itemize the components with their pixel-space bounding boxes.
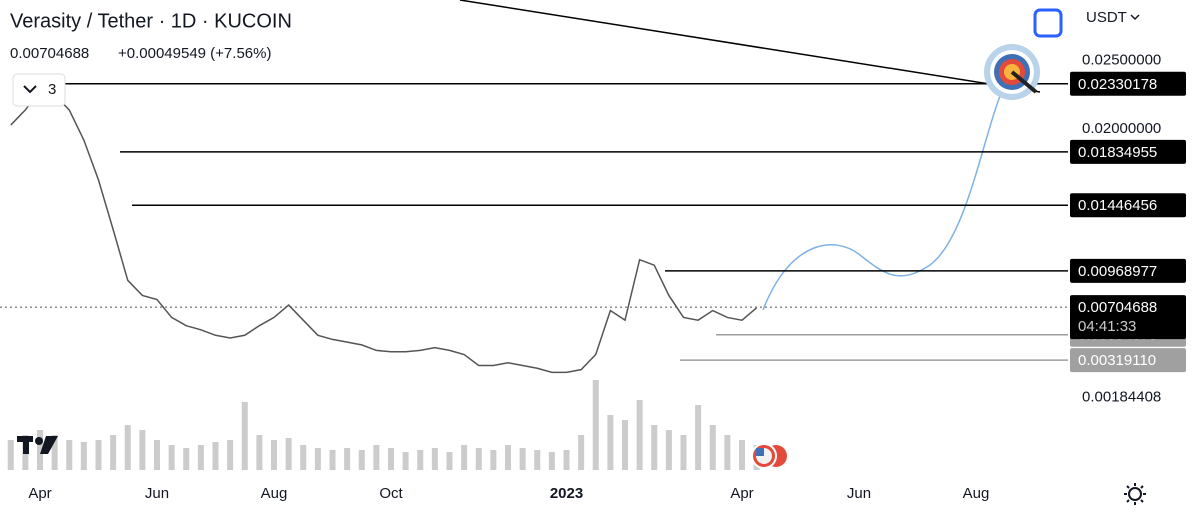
current-price-label: 0.00704688 xyxy=(1078,299,1157,316)
level-label: 0.00319110 xyxy=(1078,352,1156,369)
x-tick-label: Apr xyxy=(28,485,51,502)
volume-bar xyxy=(212,442,219,470)
volume-bar xyxy=(285,438,292,470)
volume-bar xyxy=(431,448,438,470)
level-box xyxy=(1070,71,1186,96)
volume-bar xyxy=(110,435,117,470)
x-tick-label: Aug xyxy=(261,485,288,502)
volume-bar xyxy=(358,450,365,470)
countdown: 04:41:33 xyxy=(1078,318,1136,335)
volume-bar xyxy=(183,448,190,470)
plot: 0.02500000 0.02000000 0.00184408 Apr Jun Aug O… xyxy=(0,51,1186,502)
volume-bar xyxy=(37,430,43,470)
x-tick-label: Jun xyxy=(847,485,871,502)
target-icon xyxy=(984,44,1040,100)
x-tick-label: Oct xyxy=(379,485,403,502)
volume-bar xyxy=(388,448,394,470)
volume-bar xyxy=(578,435,585,470)
volume-bar xyxy=(168,445,175,470)
chart-title: Verasity / Tether · 1D · KUCOIN xyxy=(10,10,292,32)
volume-bar xyxy=(417,450,424,470)
volume-bar xyxy=(197,445,204,470)
current-price-box xyxy=(1070,295,1186,340)
volume-bar xyxy=(622,420,628,470)
volume-bar xyxy=(139,430,146,470)
volume-bar xyxy=(461,445,468,470)
volume-bar xyxy=(505,445,511,470)
volume-bar xyxy=(680,435,687,470)
volume-bar xyxy=(534,450,541,470)
currency[interactable]: USDT xyxy=(1086,9,1127,26)
x-tick-label: Apr xyxy=(730,485,753,502)
volume-bar xyxy=(124,425,131,470)
volume-bar xyxy=(651,425,658,470)
y-tick-label: 0.00184408 xyxy=(1082,389,1161,406)
level-label: 0.01446456 xyxy=(1078,197,1157,214)
price-line xyxy=(10,89,758,374)
price-change: +0.00049549 (+7.56%) xyxy=(118,45,271,62)
y-tick-label: 0.02000000 xyxy=(1082,120,1161,137)
volume-bar xyxy=(344,448,351,470)
volume-bar xyxy=(95,440,102,470)
volume-bar xyxy=(519,448,526,470)
indicator-count: 3 xyxy=(48,81,56,98)
volume-bar xyxy=(665,430,672,470)
level-label: 0.00968977 xyxy=(1078,263,1157,280)
volume-bar xyxy=(548,452,555,470)
volume-bar xyxy=(490,450,497,470)
level-box xyxy=(1070,193,1186,218)
volume-bar xyxy=(66,440,73,470)
x-tick-label: Aug xyxy=(963,485,990,502)
currency-chevron xyxy=(1130,14,1140,21)
volume-bar xyxy=(563,450,570,470)
volume-bar xyxy=(402,452,409,470)
tradingview-logo xyxy=(17,436,58,454)
volume-bar xyxy=(739,440,745,470)
volume-bar xyxy=(154,440,160,470)
chevron-icon xyxy=(23,85,37,94)
trend-line xyxy=(459,0,1041,93)
volume-bar xyxy=(256,435,263,470)
volume-bar xyxy=(51,435,58,470)
volume-bar xyxy=(695,405,702,470)
level-box xyxy=(1070,258,1186,283)
volume-bar xyxy=(300,445,307,470)
volume-bar xyxy=(724,435,731,470)
volume-bar xyxy=(329,450,336,470)
volume-bar xyxy=(592,380,599,470)
volume-bar xyxy=(709,425,716,470)
fullscreen-button[interactable] xyxy=(1033,8,1063,38)
last-price: 0.00704688 xyxy=(10,45,89,62)
volume-bar xyxy=(227,440,234,470)
level-label: 0.01834955 xyxy=(1078,144,1157,161)
x-tick-label: 2023 xyxy=(550,485,583,502)
volume-bar xyxy=(636,400,643,470)
volume-bar xyxy=(446,452,453,470)
x-tick-label: Jun xyxy=(145,485,169,502)
theme-icon[interactable] xyxy=(1124,483,1146,505)
y-tick-label: 0.02500000 xyxy=(1082,51,1161,68)
volume-bar xyxy=(475,448,482,470)
volume-bar xyxy=(373,445,380,470)
volume-bar xyxy=(271,440,277,470)
volume-bar xyxy=(241,402,248,470)
flag-icons xyxy=(751,443,787,469)
level-label: 0.02330178 xyxy=(1078,76,1157,93)
indicator-toggle[interactable] xyxy=(12,73,66,107)
volume-bar xyxy=(607,415,614,470)
projection-curve xyxy=(762,77,1009,311)
volume-bar xyxy=(80,442,87,470)
volume-bar xyxy=(7,440,14,470)
level-box xyxy=(1070,139,1186,164)
level-box xyxy=(1070,348,1186,373)
volume-bar xyxy=(314,448,321,470)
